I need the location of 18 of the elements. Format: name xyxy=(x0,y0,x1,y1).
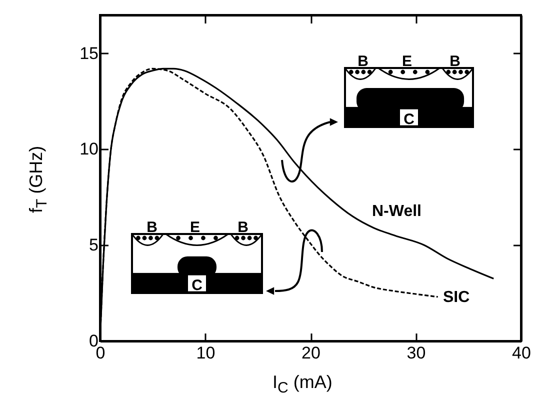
y-tick-label: 15 xyxy=(80,44,98,63)
annotation: B xyxy=(146,219,158,236)
annotation: B xyxy=(450,53,461,70)
x-tick-label: 10 xyxy=(196,344,216,362)
y-tick-label: 10 xyxy=(80,140,98,159)
annotation: B xyxy=(238,219,249,236)
x-tick-label: 20 xyxy=(302,344,320,362)
y-tick-label: 5 xyxy=(89,236,98,255)
x-axis-title: I$_{C}$ (mA) xyxy=(272,372,332,397)
annotation: E xyxy=(190,219,200,236)
annotation: E xyxy=(402,53,412,70)
series-label: SIC xyxy=(443,289,470,306)
x-tick-label: 30 xyxy=(406,344,426,362)
series-label: N-Well xyxy=(372,203,422,220)
annotation: C xyxy=(192,277,203,294)
x-tick-label: 40 xyxy=(512,344,531,362)
annotation: B xyxy=(358,53,369,70)
annotation: C xyxy=(404,111,415,128)
